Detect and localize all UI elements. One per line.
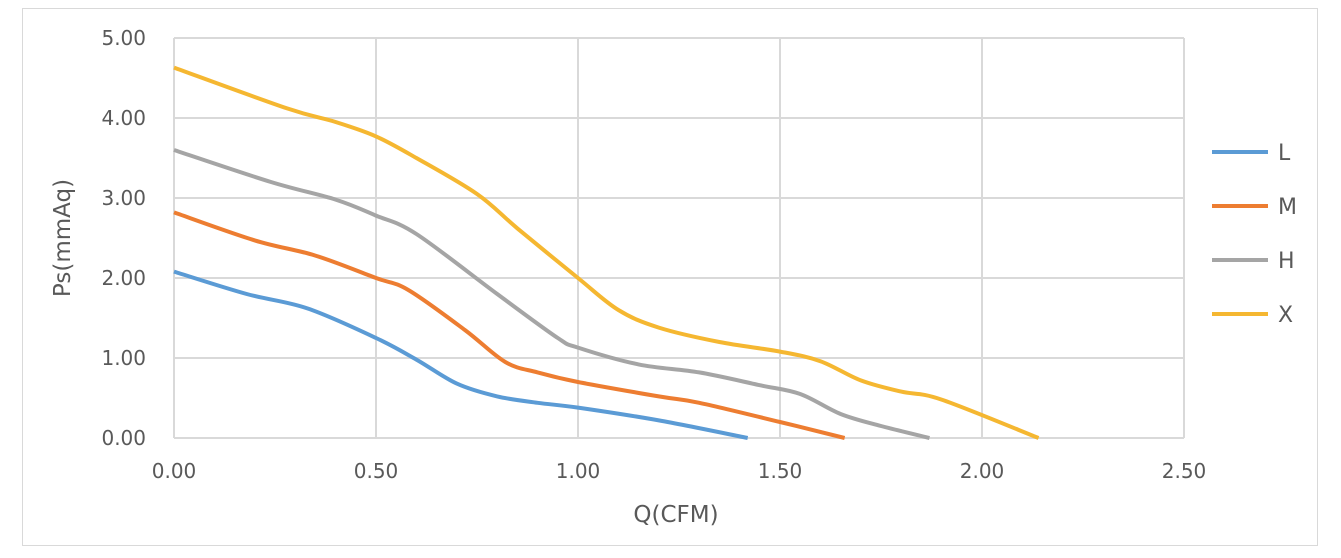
series-line-M xyxy=(173,210,846,440)
series-line-H xyxy=(173,148,930,440)
x-axis-label: Q(CFM) xyxy=(633,502,718,528)
x-tick-label: 1.00 xyxy=(556,459,601,483)
series-lines xyxy=(173,65,1040,440)
tick-labels: 0.00 1.00 2.00 3.00 4.00 5.00 0.00 0.50 1.00 1.50… xyxy=(101,26,1206,483)
x-tick-label: 0.00 xyxy=(152,459,197,483)
y-axis-label: Ps(mmAq) xyxy=(50,179,76,297)
legend: L M H X xyxy=(1212,141,1297,328)
x-tick-label: 2.00 xyxy=(960,459,1005,483)
y-tick-label: 2.00 xyxy=(101,266,146,290)
x-tick-label: 0.50 xyxy=(354,459,399,483)
y-tick-label: 3.00 xyxy=(101,186,146,210)
y-tick-label: 0.00 xyxy=(101,426,146,450)
y-tick-label: 1.00 xyxy=(101,346,146,370)
chart-frame xyxy=(22,8,1318,546)
x-tick-label: 1.50 xyxy=(758,459,803,483)
x-tick-label: 2.50 xyxy=(1162,459,1207,483)
legend-label: M xyxy=(1278,195,1297,220)
series-line-L xyxy=(173,269,749,440)
series-line-X xyxy=(173,65,1040,440)
gridlines xyxy=(173,37,1185,439)
legend-label: L xyxy=(1278,141,1291,166)
y-tick-label: 5.00 xyxy=(101,26,146,50)
legend-label: X xyxy=(1278,303,1293,328)
y-tick-label: 4.00 xyxy=(101,106,146,130)
legend-label: H xyxy=(1278,249,1295,274)
